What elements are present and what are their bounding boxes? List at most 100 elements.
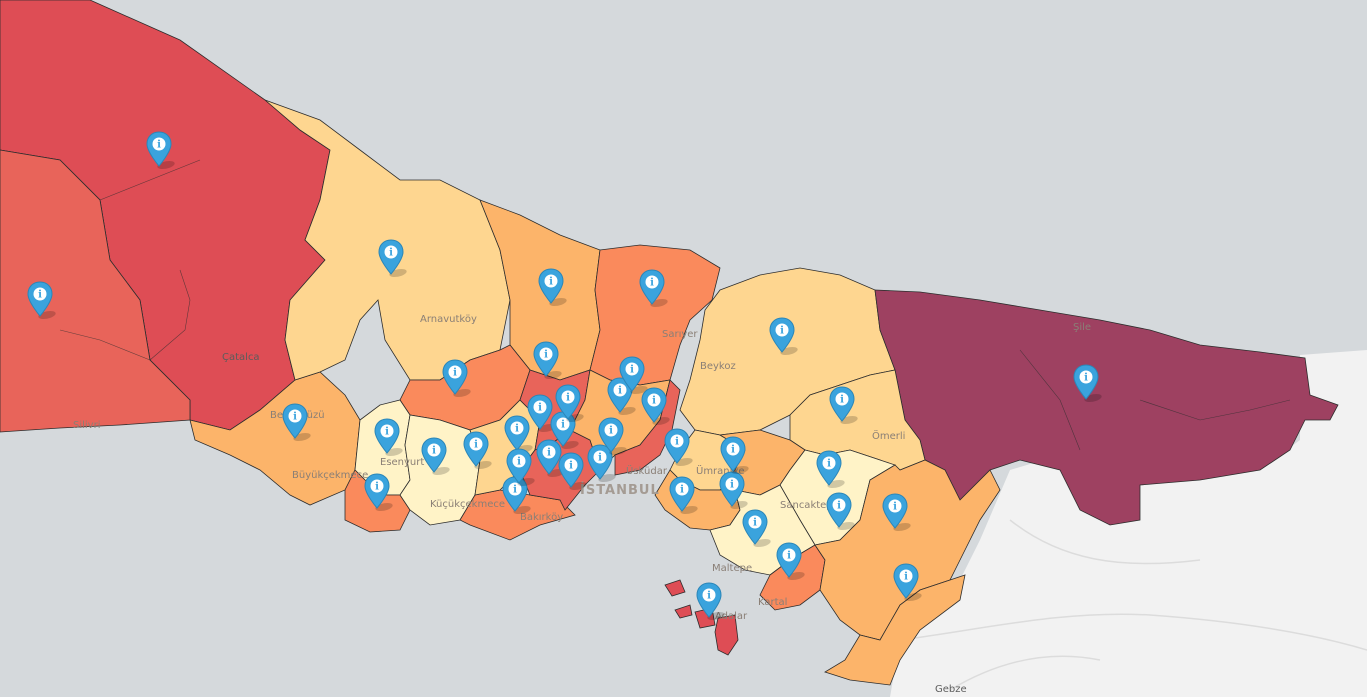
svg-text:i: i <box>650 278 654 289</box>
info-icon: i <box>607 377 633 413</box>
svg-text:i: i <box>432 446 436 457</box>
info-icon: i <box>720 436 746 472</box>
svg-text:i: i <box>618 386 622 397</box>
svg-text:i: i <box>840 395 844 406</box>
info-icon: i <box>558 452 584 488</box>
map-marker[interactable]: i <box>364 473 396 511</box>
info-icon: i <box>555 384 581 420</box>
info-icon: i <box>587 444 613 480</box>
info-icon: i <box>463 431 489 467</box>
info-icon: i <box>619 356 645 392</box>
svg-text:i: i <box>827 459 831 470</box>
map-marker[interactable]: i <box>587 444 619 482</box>
svg-text:i: i <box>893 502 897 513</box>
info-icon: i <box>442 359 468 395</box>
map-marker[interactable]: i <box>696 582 728 620</box>
map-marker[interactable]: i <box>538 268 570 306</box>
svg-text:i: i <box>538 403 542 414</box>
info-icon: i <box>829 386 855 422</box>
info-icon: i <box>364 473 390 509</box>
svg-text:i: i <box>375 482 379 493</box>
map-marker[interactable]: i <box>882 493 914 531</box>
svg-text:i: i <box>731 445 735 456</box>
map-marker[interactable]: i <box>719 471 751 509</box>
info-icon: i <box>664 428 690 464</box>
map-marker[interactable]: i <box>776 542 808 580</box>
svg-text:i: i <box>569 461 573 472</box>
map-marker[interactable]: i <box>1073 364 1105 402</box>
map-marker[interactable]: i <box>506 448 538 486</box>
map-marker[interactable]: i <box>607 377 639 415</box>
district-adalar-2 <box>674 604 693 619</box>
map-marker[interactable]: i <box>502 476 534 514</box>
svg-text:i: i <box>780 326 784 337</box>
map-marker[interactable]: i <box>421 437 453 475</box>
map-marker[interactable]: i <box>669 476 701 514</box>
svg-text:i: i <box>598 453 602 464</box>
map-marker[interactable]: i <box>378 239 410 277</box>
svg-text:i: i <box>389 248 393 259</box>
svg-text:i: i <box>837 501 841 512</box>
map-marker[interactable]: i <box>555 384 587 422</box>
info-icon: i <box>776 542 802 578</box>
info-icon: i <box>826 492 852 528</box>
info-icon: i <box>641 387 667 423</box>
info-icon: i <box>146 131 172 167</box>
subdistrict-lines <box>59 159 1291 451</box>
map-marker[interactable]: i <box>146 131 178 169</box>
map-marker[interactable]: i <box>527 394 559 432</box>
info-icon: i <box>893 563 919 599</box>
map-marker[interactable]: i <box>533 341 565 379</box>
svg-text:i: i <box>38 290 42 301</box>
info-icon: i <box>533 341 559 377</box>
svg-text:i: i <box>707 591 711 602</box>
map-marker[interactable]: i <box>536 439 568 477</box>
info-icon: i <box>378 239 404 275</box>
map-marker[interactable]: i <box>769 317 801 355</box>
info-icon: i <box>769 317 795 353</box>
map-marker[interactable]: i <box>826 492 858 530</box>
map-marker[interactable]: i <box>619 356 651 394</box>
map-marker[interactable]: i <box>27 281 59 319</box>
map-marker[interactable]: i <box>816 450 848 488</box>
info-icon: i <box>669 476 695 512</box>
map-marker[interactable]: i <box>374 418 406 456</box>
svg-text:i: i <box>652 396 656 407</box>
svg-text:i: i <box>474 440 478 451</box>
map-marker[interactable]: i <box>598 417 630 455</box>
map-marker[interactable]: i <box>829 386 861 424</box>
map-marker[interactable]: i <box>463 431 495 469</box>
map-marker[interactable]: i <box>664 428 696 466</box>
svg-text:i: i <box>517 457 521 468</box>
info-icon: i <box>527 394 553 430</box>
map-marker[interactable]: i <box>282 403 314 441</box>
svg-text:i: i <box>566 393 570 404</box>
info-icon: i <box>719 471 745 507</box>
map-marker[interactable]: i <box>720 436 752 474</box>
svg-text:i: i <box>547 448 551 459</box>
info-icon: i <box>1073 364 1099 400</box>
svg-text:i: i <box>787 551 791 562</box>
svg-text:i: i <box>513 485 517 496</box>
info-icon: i <box>538 268 564 304</box>
info-icon: i <box>502 476 528 512</box>
svg-text:i: i <box>293 412 297 423</box>
map-marker[interactable]: i <box>442 359 474 397</box>
map-marker[interactable]: i <box>558 452 590 490</box>
info-icon: i <box>27 281 53 317</box>
svg-text:i: i <box>904 572 908 583</box>
map-marker[interactable]: i <box>641 387 673 425</box>
map-marker[interactable]: i <box>550 411 582 449</box>
svg-text:i: i <box>157 140 161 151</box>
info-icon: i <box>639 269 665 305</box>
map-marker[interactable]: i <box>742 509 774 547</box>
map-marker[interactable]: i <box>639 269 671 307</box>
info-icon: i <box>882 493 908 529</box>
svg-text:i: i <box>680 485 684 496</box>
svg-text:i: i <box>609 426 613 437</box>
map-marker[interactable]: i <box>893 563 925 601</box>
district-pendik <box>814 459 1001 641</box>
info-icon: i <box>742 509 768 545</box>
